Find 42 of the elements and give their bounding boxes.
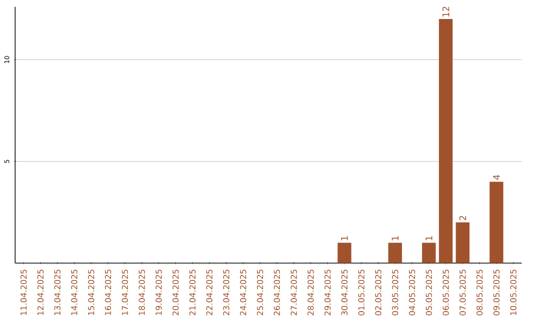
x-tick-label: 17.04.2025 — [122, 270, 128, 316]
bar — [438, 19, 453, 264]
x-tick-label: 01.05.2025 — [358, 270, 364, 316]
x-tick-label: 19.04.2025 — [156, 270, 162, 316]
x-tick-label: 23.04.2025 — [223, 270, 230, 316]
x-tick-label: 20.04.2025 — [172, 270, 179, 316]
bar — [338, 242, 352, 264]
x-tick-label: 11.04.2025 — [20, 270, 27, 316]
x-tick-label: 14.04.2025 — [71, 270, 78, 316]
x-tick-label: 25.04.2025 — [256, 270, 264, 316]
x-tick-label: 03.05.2025 — [392, 270, 398, 316]
data-label: 2 — [459, 216, 466, 220]
x-tick-label: 04.05.2025 — [408, 270, 416, 316]
x-tick-label: 10.05.2025 — [510, 270, 516, 316]
data-label: 1 — [426, 236, 432, 240]
x-tick-label: 15.04.2025 — [88, 270, 94, 316]
x-tick-label: 07.05.2025 — [460, 270, 466, 316]
x-tick-label: 27.04.2025 — [290, 270, 297, 316]
x-tick-label: 12.04.2025 — [37, 270, 44, 316]
data-label: 1 — [341, 236, 348, 240]
x-tick-label: 09.05.2025 — [493, 270, 500, 316]
x-tick-label: 21.04.2025 — [189, 270, 196, 316]
bar — [388, 242, 402, 264]
x-tick-label: 18.04.2025 — [138, 270, 145, 316]
bar — [490, 182, 504, 264]
bar — [422, 242, 436, 264]
data-label: 4 — [493, 175, 500, 180]
x-tick-label: 28.04.2025 — [308, 270, 314, 316]
data-label: 12 — [442, 7, 450, 17]
data-label: 1 — [392, 236, 398, 240]
bar — [456, 222, 470, 264]
x-tick-label: 26.04.2025 — [274, 270, 280, 316]
x-tick-label: 05.05.2025 — [426, 270, 432, 316]
x-tick-label: 02.05.2025 — [375, 270, 382, 316]
x-tick-label: 13.04.2025 — [54, 270, 60, 316]
x-tick-label: 29.04.2025 — [324, 270, 331, 316]
x-tick-label: 08.05.2025 — [476, 270, 483, 316]
x-tick-label: 30.04.2025 — [341, 270, 348, 316]
x-tick-label: 06.05.2025 — [442, 270, 449, 316]
x-tick-label: 24.04.2025 — [240, 270, 246, 316]
x-tick-label: 16.04.2025 — [104, 270, 112, 316]
x-tick-label: 22.04.2025 — [206, 270, 212, 316]
